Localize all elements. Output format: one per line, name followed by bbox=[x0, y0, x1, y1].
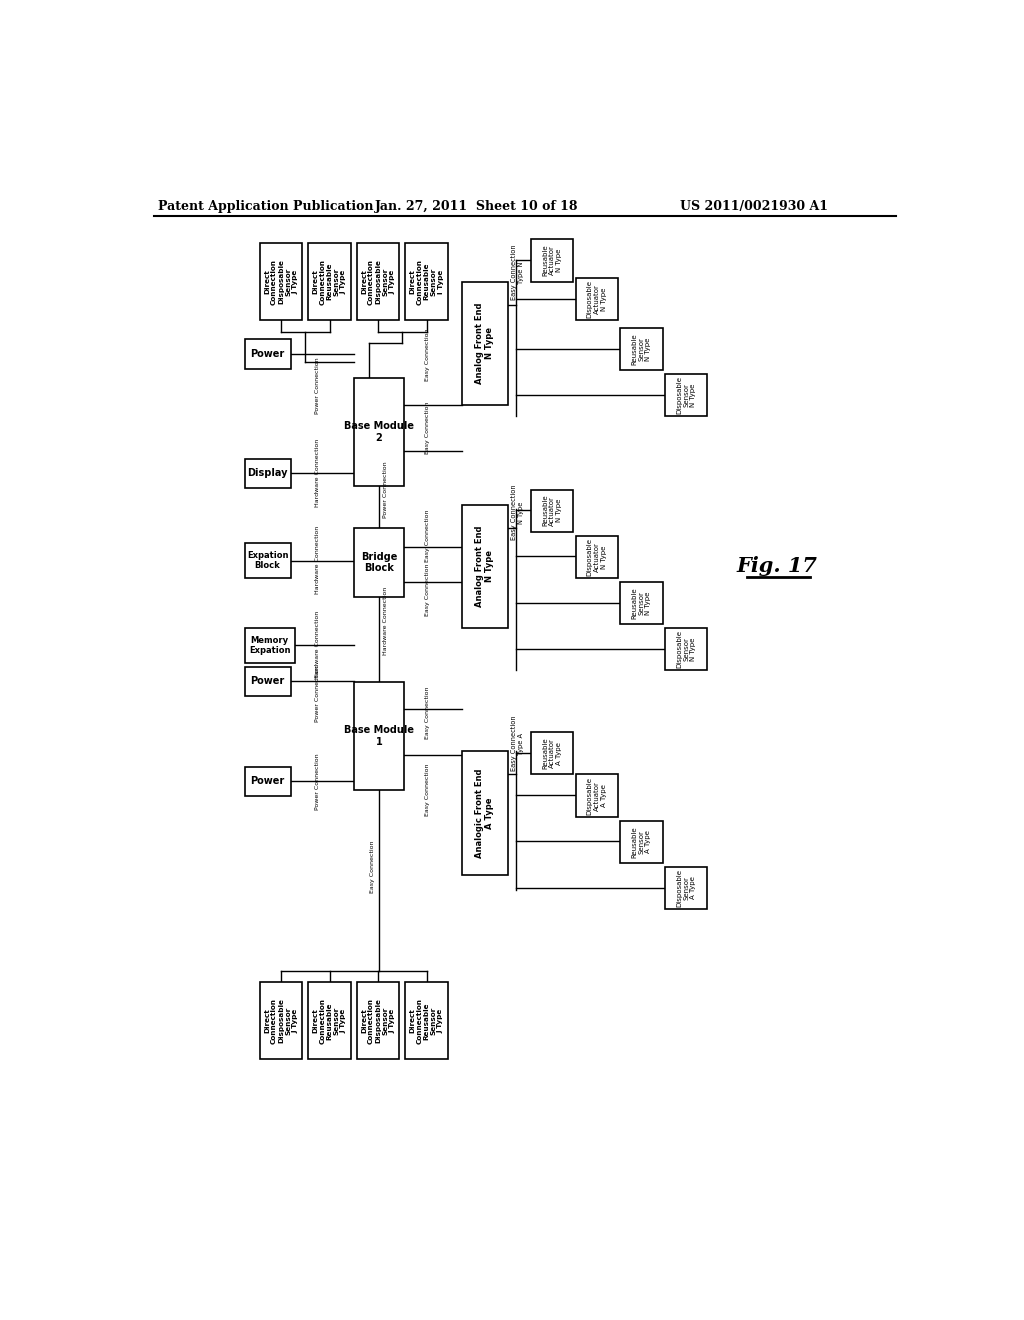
Text: Direct
Connection
Reusable
Sensor
J Type: Direct Connection Reusable Sensor J Type bbox=[410, 998, 443, 1044]
Text: Jan. 27, 2011  Sheet 10 of 18: Jan. 27, 2011 Sheet 10 of 18 bbox=[376, 199, 579, 213]
FancyBboxPatch shape bbox=[665, 374, 708, 416]
Text: Hardware Connection: Hardware Connection bbox=[315, 611, 321, 680]
Text: Base Module
2: Base Module 2 bbox=[344, 421, 414, 442]
FancyBboxPatch shape bbox=[575, 775, 617, 817]
Text: Display: Display bbox=[248, 469, 288, 478]
FancyBboxPatch shape bbox=[308, 982, 351, 1059]
Text: Hardware Connection: Hardware Connection bbox=[315, 527, 321, 594]
FancyBboxPatch shape bbox=[531, 733, 573, 775]
FancyBboxPatch shape bbox=[621, 582, 663, 624]
FancyBboxPatch shape bbox=[575, 277, 617, 321]
Text: Disposable
Sensor
N Type: Disposable Sensor N Type bbox=[676, 376, 696, 414]
FancyBboxPatch shape bbox=[357, 982, 399, 1059]
FancyBboxPatch shape bbox=[406, 243, 447, 321]
Text: US 2011/0021930 A1: US 2011/0021930 A1 bbox=[680, 199, 828, 213]
FancyBboxPatch shape bbox=[531, 490, 573, 532]
Text: Direct
Connection
Disposable
Sensor
J Type: Direct Connection Disposable Sensor J Ty… bbox=[361, 998, 395, 1044]
Text: Easy Connection: Easy Connection bbox=[425, 564, 429, 616]
FancyBboxPatch shape bbox=[308, 243, 351, 321]
Text: Direct
Connection
Reusable
Sensor
J Type: Direct Connection Reusable Sensor J Type bbox=[312, 998, 346, 1044]
FancyBboxPatch shape bbox=[354, 378, 403, 486]
FancyBboxPatch shape bbox=[260, 982, 302, 1059]
Text: Analogic Front End
A Type: Analogic Front End A Type bbox=[475, 768, 495, 858]
FancyBboxPatch shape bbox=[665, 628, 708, 671]
Text: Analog Front End
N Type: Analog Front End N Type bbox=[475, 525, 495, 607]
Text: Easy Connection: Easy Connection bbox=[425, 763, 429, 816]
Text: Direct
Connection
Reusable
Sensor
I Type: Direct Connection Reusable Sensor I Type bbox=[410, 259, 443, 305]
Text: Hardware Connection: Hardware Connection bbox=[383, 586, 387, 655]
Text: Power: Power bbox=[251, 776, 285, 787]
FancyBboxPatch shape bbox=[245, 459, 291, 488]
Text: Power Connection: Power Connection bbox=[315, 358, 321, 414]
Text: Easy Connection: Easy Connection bbox=[371, 841, 375, 894]
FancyBboxPatch shape bbox=[357, 243, 399, 321]
Text: Easy Connection: Easy Connection bbox=[425, 686, 429, 739]
Text: Disposable
Sensor
N Type: Disposable Sensor N Type bbox=[676, 630, 696, 668]
Text: Base Module
1: Base Module 1 bbox=[344, 725, 414, 747]
Text: Patent Application Publication: Patent Application Publication bbox=[158, 199, 373, 213]
Text: Easy Connection
N Type: Easy Connection N Type bbox=[511, 484, 523, 540]
FancyBboxPatch shape bbox=[245, 667, 291, 696]
FancyBboxPatch shape bbox=[462, 281, 508, 405]
Text: Reusable
Sensor
A Type: Reusable Sensor A Type bbox=[632, 826, 651, 858]
Text: Power Connection: Power Connection bbox=[315, 665, 321, 722]
Text: Analog Front End
N Type: Analog Front End N Type bbox=[475, 302, 495, 384]
FancyBboxPatch shape bbox=[462, 506, 508, 628]
Text: Direct
Connection
Disposable
Sensor
J Type: Direct Connection Disposable Sensor J Ty… bbox=[264, 259, 298, 305]
Text: Power Connection: Power Connection bbox=[315, 754, 321, 810]
Text: Reusable
Sensor
N Type: Reusable Sensor N Type bbox=[632, 333, 651, 364]
Text: Easy Connection: Easy Connection bbox=[425, 510, 429, 562]
Text: Direct
Connection
Disposable
Sensor
J Type: Direct Connection Disposable Sensor J Ty… bbox=[264, 998, 298, 1044]
FancyBboxPatch shape bbox=[531, 239, 573, 281]
Text: Fig. 17: Fig. 17 bbox=[737, 557, 818, 577]
Text: Reusable
Actuator
A Type: Reusable Actuator A Type bbox=[542, 738, 562, 770]
Text: Reusable
Sensor
N Type: Reusable Sensor N Type bbox=[632, 587, 651, 619]
FancyBboxPatch shape bbox=[245, 339, 291, 368]
Text: Bridge
Block: Bridge Block bbox=[360, 552, 397, 573]
FancyBboxPatch shape bbox=[621, 821, 663, 863]
FancyBboxPatch shape bbox=[406, 982, 447, 1059]
FancyBboxPatch shape bbox=[260, 243, 302, 321]
Text: Power Connection: Power Connection bbox=[383, 461, 387, 517]
FancyBboxPatch shape bbox=[665, 867, 708, 909]
Text: Easy Connection: Easy Connection bbox=[425, 329, 429, 381]
Text: Easy Connection
Type A: Easy Connection Type A bbox=[511, 715, 523, 771]
FancyBboxPatch shape bbox=[621, 327, 663, 370]
FancyBboxPatch shape bbox=[354, 682, 403, 789]
FancyBboxPatch shape bbox=[245, 767, 291, 796]
Text: Disposable
Sensor
A Type: Disposable Sensor A Type bbox=[676, 869, 696, 907]
FancyBboxPatch shape bbox=[245, 544, 291, 578]
Text: Disposable
Actuator
A Type: Disposable Actuator A Type bbox=[587, 776, 607, 814]
FancyBboxPatch shape bbox=[575, 536, 617, 578]
Text: Easy Connection: Easy Connection bbox=[425, 401, 429, 454]
Text: Direct
Connection
Disposable
Sensor
J Type: Direct Connection Disposable Sensor J Ty… bbox=[361, 259, 395, 305]
Text: Power: Power bbox=[251, 348, 285, 359]
Text: Memory
Expation: Memory Expation bbox=[249, 636, 290, 655]
Text: Reusable
Actuator
N Type: Reusable Actuator N Type bbox=[542, 495, 562, 527]
Text: Disposable
Actuator
N Type: Disposable Actuator N Type bbox=[587, 280, 607, 318]
Text: Easy Connection
Type N: Easy Connection Type N bbox=[511, 244, 523, 300]
FancyBboxPatch shape bbox=[354, 528, 403, 597]
FancyBboxPatch shape bbox=[245, 628, 295, 663]
Text: Disposable
Actuator
N Type: Disposable Actuator N Type bbox=[587, 537, 607, 576]
FancyBboxPatch shape bbox=[462, 751, 508, 874]
Text: Reusable
Actuator
N Type: Reusable Actuator N Type bbox=[542, 244, 562, 276]
Text: Power: Power bbox=[251, 676, 285, 686]
Text: Direct
Connection
Reusable
Sensor
J Type: Direct Connection Reusable Sensor J Type bbox=[312, 259, 346, 305]
Text: Hardware Connection: Hardware Connection bbox=[315, 440, 321, 507]
Text: Expation
Block: Expation Block bbox=[247, 550, 289, 570]
